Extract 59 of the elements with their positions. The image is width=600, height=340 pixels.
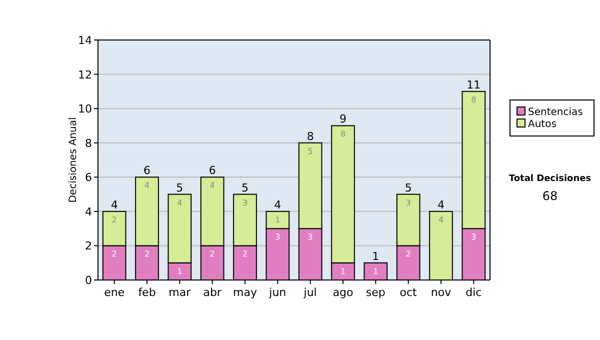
total-label: 1 — [372, 250, 380, 263]
y-tick-label: 12 — [78, 68, 92, 82]
total-label: 5 — [242, 181, 248, 194]
data-label: 2 — [210, 250, 215, 259]
total-label: 6 — [208, 164, 216, 178]
x-tick-label: oct — [400, 286, 418, 299]
data-label: 2 — [112, 250, 117, 259]
y-tick-label: 6 — [85, 171, 92, 184]
text: Total Decisiones — [508, 174, 592, 184]
data-label: 1 — [177, 266, 182, 276]
data-label: 4 — [144, 181, 150, 190]
data-label: 1 — [340, 266, 346, 276]
data-label: 2 — [406, 250, 411, 259]
x-tick-label: sep — [366, 286, 386, 299]
total-label: 4 — [438, 198, 444, 212]
x-tick-label: jul — [302, 286, 317, 299]
data-label: 3 — [242, 198, 248, 208]
data-label: 4 — [438, 215, 444, 224]
data-label: 4 — [177, 198, 182, 208]
y-tick-label: 2 — [85, 240, 92, 253]
data-label: 3 — [275, 232, 280, 242]
data-label: 1 — [275, 215, 280, 224]
y-tick-label: 10 — [78, 102, 92, 116]
y-axis-title: Decisiones Anual — [68, 117, 79, 203]
data-label: 5 — [308, 146, 313, 156]
data-label: 2 — [144, 250, 150, 259]
x-tick-label: abr — [203, 286, 222, 299]
x-tick-label: ene — [104, 286, 125, 299]
y-tick-label: 4 — [85, 205, 92, 218]
data-label: 8 — [340, 130, 346, 139]
data-label: 2 — [242, 250, 248, 259]
text: 68 — [542, 189, 558, 203]
x-tick-label: nov — [430, 286, 452, 299]
data-label: 4 — [210, 181, 215, 190]
data-label: 3 — [471, 232, 476, 242]
legend-label: Sentencias — [528, 107, 583, 118]
total-label: 4 — [110, 198, 118, 212]
data-label: 3 — [406, 198, 411, 208]
data-label: 3 — [308, 232, 313, 242]
total-label: 5 — [176, 181, 184, 194]
total-label: 5 — [404, 181, 412, 194]
total-label: 6 — [144, 164, 150, 178]
y-tick-label: 0 — [85, 274, 92, 287]
y-tick-label: 14 — [78, 34, 92, 47]
total-label: 4 — [274, 198, 282, 212]
x-tick-label: feb — [138, 286, 156, 299]
x-tick-label: dic — [466, 286, 482, 299]
x-tick-label: ago — [332, 286, 354, 299]
data-label: 2 — [112, 215, 117, 224]
y-tick-label: 8 — [85, 136, 92, 150]
legend-label: Autos — [528, 119, 556, 130]
data-label: 1 — [373, 266, 378, 276]
total-label: 9 — [340, 112, 346, 126]
x-tick-label: jun — [268, 286, 286, 299]
total-label: 8 — [306, 130, 314, 143]
total-label: 11 — [466, 78, 481, 92]
x-tick-label: may — [233, 286, 258, 299]
x-tick-label: mar — [168, 286, 192, 299]
data-label: 8 — [471, 95, 476, 104]
